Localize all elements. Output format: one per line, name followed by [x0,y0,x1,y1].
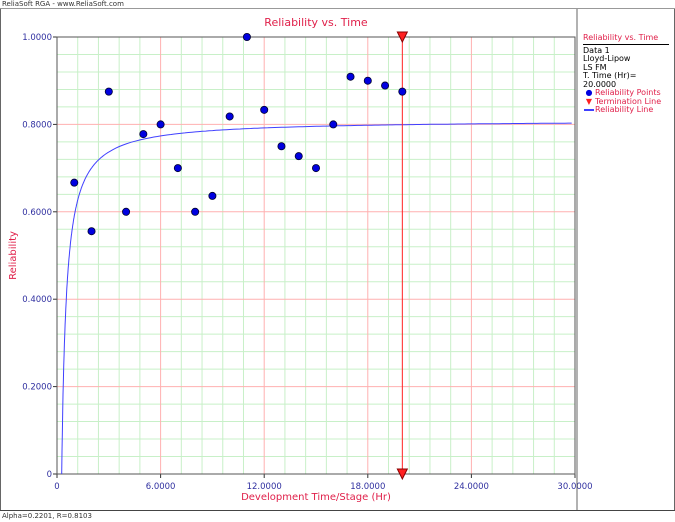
legend-entry-points: ● Reliability Points [583,88,669,98]
chart-title: Reliability vs. Time [264,16,368,29]
termination-marker-top [396,31,409,44]
legend-entry-termination: ▼ Termination Line [583,96,669,107]
reliability-point [346,72,355,81]
blue-dot-icon: ● [585,88,593,97]
reliability-point [70,178,79,187]
reliability-point [294,152,303,161]
x-axis-label: Development Time/Stage (Hr) [241,492,391,503]
window-title: ReliaSoft RGA - www.ReliaSoft.com [0,0,675,9]
reliability-point [398,87,407,96]
legend-line: T. Time (Hr)= 20.0000 [583,71,637,89]
y-tick-label: 0.4000 [22,295,52,305]
reliability-point [260,105,269,114]
legend: Reliability vs. Time Data 1 Lloyd-Lipow … [583,33,669,115]
reliability-point [139,130,148,139]
y-tick-label: 0.8000 [22,120,52,130]
x-tick-label: 6.0000 [146,482,176,492]
legend-entry-line: Reliability Line [583,105,669,115]
reliability-point [381,81,390,90]
reliability-point [208,191,217,200]
reliability-point [191,207,200,216]
legend-line: LS FM [583,62,607,72]
red-triangle-line-icon: ▼ [585,96,593,106]
reliability-point [173,164,182,173]
legend-line: Lloyd-Lipow [583,54,631,63]
x-tick-label: 24.0000 [454,482,489,492]
reliability-point [363,76,372,85]
reliability-point [87,227,96,236]
reliability-line [61,122,572,475]
reliability-point [122,207,131,216]
y-tick-label: 0.2000 [22,383,52,393]
blue-line-icon [583,106,595,115]
reliability-point [311,164,320,173]
x-tick-label: 30.0000 [557,482,592,492]
y-tick-label: 0 [47,470,52,480]
reliability-point [242,33,251,42]
termination-marker-bottom [396,468,409,481]
y-tick-label: 1.0000 [22,33,52,43]
y-tick-label: 0.6000 [22,208,52,218]
reliability-point [225,112,234,121]
legend-line: Data 1 [583,45,610,55]
x-tick-label: 18.0000 [350,482,385,492]
y-axis-label: Reliability [8,231,19,280]
reliability-point [156,120,165,129]
x-tick-label: 12.0000 [247,482,282,492]
plot-area-border [56,36,576,475]
reliability-point [329,120,338,129]
reliability-point [104,87,113,96]
reliability-point [277,142,286,151]
legend-title: Reliability vs. Time [583,33,669,45]
status-bar: Alpha=0.2201, R=0.8103 [0,510,675,521]
x-tick-label: 0 [54,482,59,492]
